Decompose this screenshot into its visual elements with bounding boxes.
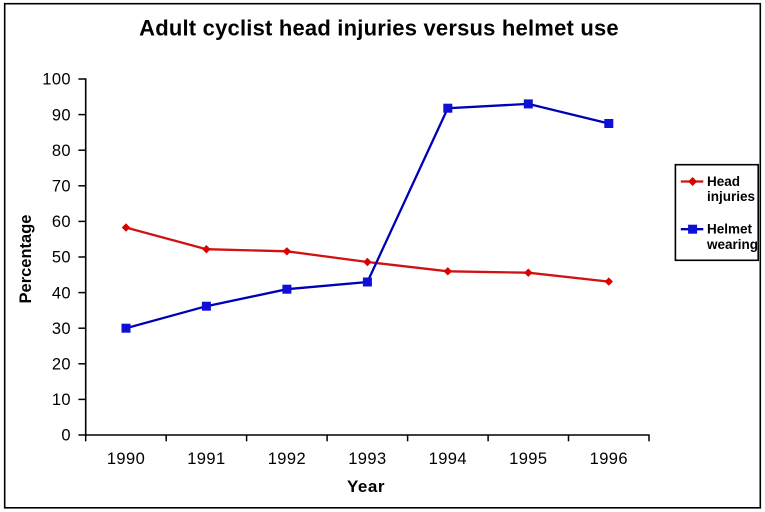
svg-text:1992: 1992 xyxy=(268,450,306,468)
svg-text:1993: 1993 xyxy=(348,450,386,468)
svg-text:wearing: wearing xyxy=(706,237,758,252)
svg-text:1991: 1991 xyxy=(187,450,225,468)
svg-text:Adult cyclist head injuries ve: Adult cyclist head injuries versus helme… xyxy=(139,16,619,41)
svg-text:20: 20 xyxy=(52,356,71,374)
svg-text:80: 80 xyxy=(52,142,71,160)
svg-text:60: 60 xyxy=(52,213,71,231)
svg-text:1996: 1996 xyxy=(590,450,628,468)
svg-text:injuries: injuries xyxy=(707,189,755,204)
svg-text:0: 0 xyxy=(61,427,71,445)
svg-text:90: 90 xyxy=(52,106,71,124)
svg-text:1990: 1990 xyxy=(107,450,145,468)
svg-text:70: 70 xyxy=(52,178,71,196)
svg-text:Head: Head xyxy=(707,174,740,189)
svg-text:Percentage: Percentage xyxy=(17,215,35,304)
svg-text:30: 30 xyxy=(52,320,71,338)
svg-text:Year: Year xyxy=(347,477,385,496)
svg-text:50: 50 xyxy=(52,249,71,267)
svg-text:1995: 1995 xyxy=(509,450,547,468)
svg-text:100: 100 xyxy=(42,71,71,89)
svg-text:Helmet: Helmet xyxy=(707,222,753,237)
svg-text:1994: 1994 xyxy=(429,450,467,468)
svg-text:40: 40 xyxy=(52,284,71,302)
svg-text:10: 10 xyxy=(52,391,71,409)
